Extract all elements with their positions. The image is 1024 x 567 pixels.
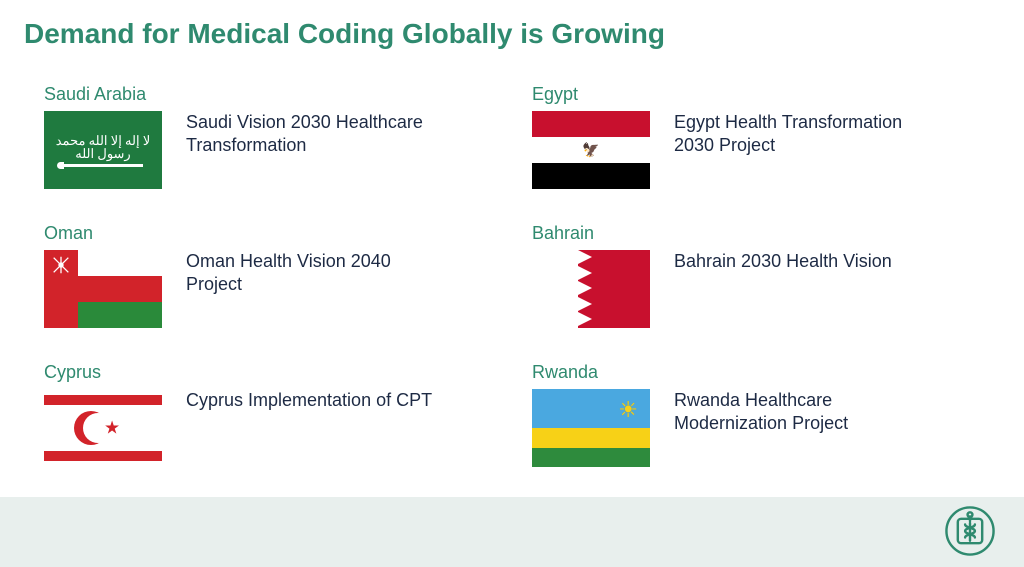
country-desc: Egypt Health Transformation 2030 Project [674,111,924,156]
flag-saudi-arabia-icon: لا إله إلا الله محمد رسول الله [44,111,162,189]
country-name: Rwanda [532,362,980,383]
country-block-eg: Egypt 🦅 Egypt Health Transformation 2030… [532,84,980,189]
country-desc: Oman Health Vision 2040 Project [186,250,436,295]
country-row: Oman Health Vision 2040 Project [44,250,492,328]
country-name: Cyprus [44,362,492,383]
country-desc: Bahrain 2030 Health Vision [674,250,892,273]
flag-egypt-icon: 🦅 [532,111,650,189]
country-block-cy: Cyprus ★ Cyprus Implementation of CPT [44,362,492,467]
country-row: Bahrain 2030 Health Vision [532,250,980,328]
slide: Demand for Medical Coding Globally is Gr… [0,0,1024,567]
flag-oman-icon [44,250,162,328]
country-block-bh: Bahrain Bahrain 2030 Health Vision [532,223,980,328]
country-row: لا إله إلا الله محمد رسول الله Saudi Vis… [44,111,492,189]
country-row: ☀ Rwanda Healthcare Modernization Projec… [532,389,980,467]
country-row: ★ Cyprus Implementation of CPT [44,389,492,467]
flag-rwanda-icon: ☀ [532,389,650,467]
country-block-sa: Saudi Arabia لا إله إلا الله محمد رسول ا… [44,84,492,189]
medical-coding-logo-icon [944,505,996,557]
country-desc: Saudi Vision 2030 Healthcare Transformat… [186,111,436,156]
country-name: Egypt [532,84,980,105]
page-title: Demand for Medical Coding Globally is Gr… [24,18,665,50]
country-row: 🦅 Egypt Health Transformation 2030 Proje… [532,111,980,189]
footer-bar [0,497,1024,567]
countries-grid: Saudi Arabia لا إله إلا الله محمد رسول ا… [44,84,980,467]
country-desc: Rwanda Healthcare Modernization Project [674,389,924,434]
country-name: Bahrain [532,223,980,244]
country-name: Saudi Arabia [44,84,492,105]
flag-bahrain-icon [532,250,650,328]
country-desc: Cyprus Implementation of CPT [186,389,432,412]
country-block-rw: Rwanda ☀ Rwanda Healthcare Modernization… [532,362,980,467]
flag-cyprus-icon: ★ [44,389,162,467]
country-block-om: Oman Oman Health Vision 2040 Project [44,223,492,328]
country-name: Oman [44,223,492,244]
